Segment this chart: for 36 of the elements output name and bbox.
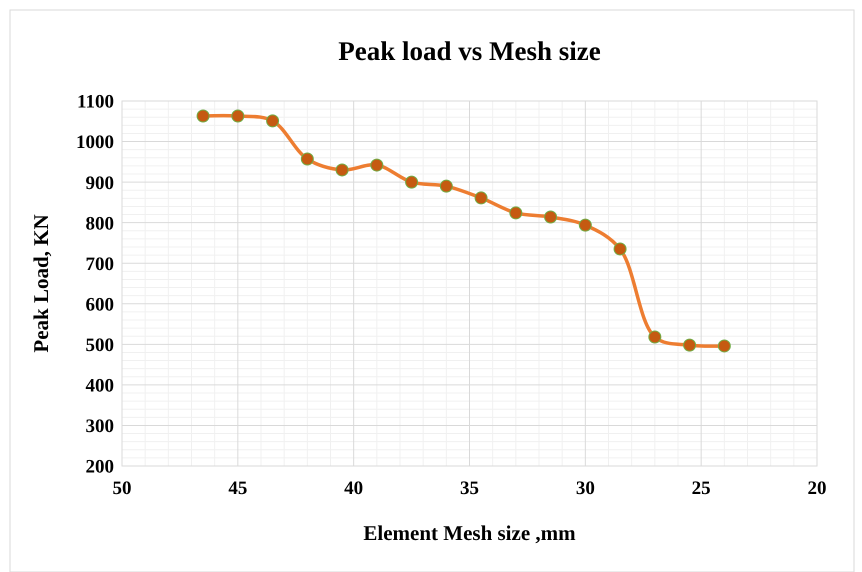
point: [648, 330, 662, 344]
y-tick-label: 700: [86, 254, 114, 275]
point: [336, 163, 349, 176]
point: [266, 114, 280, 128]
x-tick-label: 50: [112, 478, 132, 499]
point: [300, 152, 314, 166]
x-tick-label: 30: [576, 478, 595, 499]
x-tick-label: 20: [808, 478, 826, 499]
point: [474, 191, 488, 204]
x-axis-title: Element Mesh size ,mm: [363, 521, 576, 545]
x-tick-label: 40: [344, 478, 364, 499]
point: [718, 339, 731, 352]
x-tick-label: 35: [460, 478, 479, 499]
point: [509, 206, 522, 220]
y-tick-label: 1000: [76, 132, 114, 154]
y-tick-label: 900: [86, 172, 114, 194]
y-tick-label: 800: [86, 213, 114, 234]
y-tick-label: 300: [86, 416, 114, 438]
point: [683, 338, 696, 352]
y-tick-label: 400: [86, 376, 114, 397]
y-tick-label: 1100: [77, 92, 114, 113]
point: [196, 110, 210, 123]
point: [405, 176, 418, 189]
y-tick-label: 500: [86, 334, 114, 356]
y-axis-title: Peak Load, KN: [29, 214, 53, 353]
point: [440, 180, 453, 193]
point: [231, 110, 244, 123]
point: [578, 218, 592, 232]
y-tick-label: 200: [86, 456, 114, 478]
point: [544, 210, 558, 224]
x-tick-label: 45: [228, 478, 248, 499]
x-tick-label: 25: [692, 478, 711, 499]
y-tick-label: 600: [86, 294, 114, 316]
point: [370, 158, 384, 172]
point: [614, 242, 627, 256]
chart-title: Peak load vs Mesh size: [338, 36, 601, 66]
